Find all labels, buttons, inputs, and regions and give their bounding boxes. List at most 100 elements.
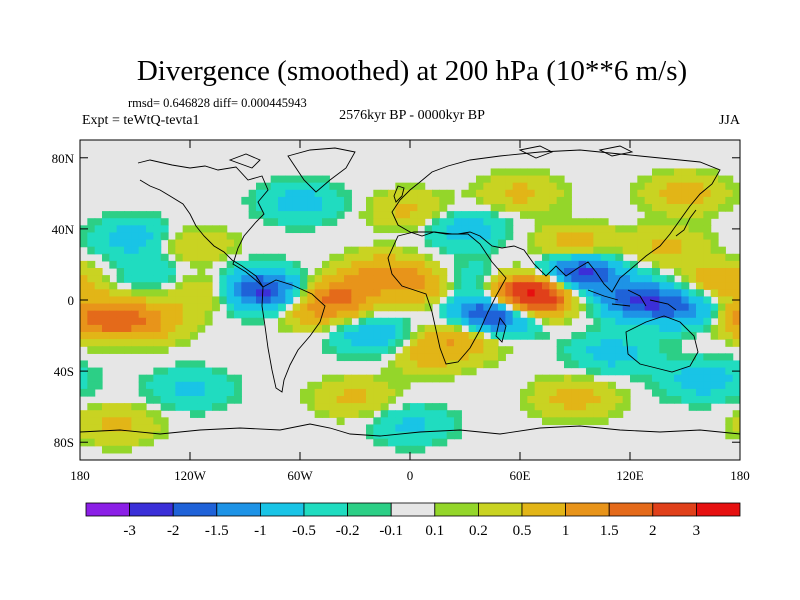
colorbar-swatch bbox=[216, 502, 261, 517]
heatmap-cell bbox=[549, 246, 558, 255]
heatmap-cell bbox=[622, 268, 631, 276]
heatmap-cell bbox=[153, 346, 162, 354]
heatmap-cell bbox=[578, 239, 587, 248]
heatmap-cell bbox=[710, 182, 719, 191]
heatmap-cell bbox=[644, 239, 653, 248]
heatmap-cell bbox=[256, 211, 264, 219]
heatmap-cell bbox=[116, 310, 125, 319]
heatmap-cell bbox=[285, 182, 294, 191]
heatmap-cell bbox=[571, 239, 580, 248]
heatmap-cell bbox=[351, 410, 360, 418]
heatmap-cell bbox=[688, 381, 697, 390]
heatmap-cell bbox=[710, 260, 719, 269]
heatmap-cell bbox=[402, 360, 411, 369]
heatmap-cell bbox=[373, 346, 382, 354]
heatmap-cell bbox=[571, 303, 580, 312]
heatmap-cell bbox=[681, 310, 690, 319]
heatmap-cell bbox=[314, 396, 323, 404]
heatmap-cell bbox=[564, 410, 572, 418]
heatmap-cell bbox=[270, 303, 279, 312]
heatmap-cell bbox=[718, 189, 726, 198]
heatmap-cell bbox=[270, 253, 279, 262]
heatmap-cell bbox=[688, 232, 697, 241]
heatmap-cell bbox=[256, 260, 264, 269]
heatmap-cell bbox=[241, 317, 250, 326]
heatmap-cell bbox=[190, 225, 198, 234]
heatmap-cell bbox=[556, 381, 565, 390]
heatmap-cell bbox=[138, 275, 147, 283]
heatmap-cell bbox=[329, 289, 338, 298]
heatmap-cell bbox=[454, 218, 462, 226]
heatmap-cell bbox=[102, 346, 110, 354]
heatmap-cell bbox=[226, 275, 235, 283]
heatmap-cell bbox=[124, 218, 132, 226]
heatmap-cell bbox=[637, 189, 646, 198]
heatmap-cell bbox=[556, 417, 565, 426]
heatmap-cell bbox=[234, 381, 242, 390]
heatmap-cell bbox=[586, 289, 594, 298]
heatmap-cell bbox=[197, 239, 206, 248]
heatmap-cell bbox=[534, 204, 543, 212]
heatmap-cell bbox=[652, 332, 660, 340]
heatmap-cell bbox=[498, 324, 506, 333]
heatmap-cell bbox=[146, 246, 154, 255]
heatmap-cell bbox=[336, 332, 345, 340]
heatmap-cell bbox=[725, 268, 734, 276]
heatmap-cell bbox=[652, 260, 660, 269]
heatmap-cell bbox=[710, 232, 719, 241]
heatmap-cell bbox=[292, 196, 301, 205]
heatmap-cell bbox=[234, 239, 242, 248]
heatmap-cell bbox=[534, 303, 543, 312]
heatmap-cell bbox=[732, 275, 740, 283]
heatmap-cell bbox=[388, 282, 396, 290]
heatmap-cell bbox=[571, 225, 580, 234]
heatmap-cell bbox=[476, 332, 484, 340]
heatmap-cell bbox=[388, 275, 396, 283]
heatmap-cell bbox=[710, 268, 719, 276]
heatmap-cell bbox=[351, 310, 360, 319]
heatmap-cell bbox=[578, 303, 587, 312]
heatmap-cell bbox=[622, 282, 631, 290]
heatmap-cell bbox=[578, 225, 587, 234]
heatmap-cell bbox=[593, 282, 602, 290]
heatmap-cell bbox=[329, 218, 338, 226]
heatmap-cell bbox=[527, 239, 536, 248]
heatmap-cell bbox=[681, 388, 690, 397]
heatmap-cell bbox=[542, 317, 550, 326]
heatmap-cell bbox=[710, 367, 719, 376]
heatmap-cell bbox=[542, 275, 550, 283]
heatmap-cell bbox=[146, 324, 154, 333]
heatmap-cell bbox=[659, 374, 668, 383]
heatmap-cell bbox=[292, 175, 301, 184]
heatmap-cell bbox=[527, 168, 536, 177]
heatmap-cell bbox=[373, 218, 382, 226]
heatmap-cell bbox=[80, 374, 88, 383]
heatmap-cell bbox=[659, 339, 668, 347]
heatmap-cell bbox=[578, 339, 587, 347]
heatmap-cell bbox=[732, 381, 740, 390]
heatmap-cell bbox=[564, 211, 572, 219]
heatmap-cell bbox=[168, 246, 176, 255]
heatmap-cell bbox=[476, 282, 484, 290]
heatmap-cell bbox=[80, 275, 88, 283]
heatmap-cell bbox=[644, 246, 653, 255]
heatmap-cell bbox=[571, 388, 580, 397]
heatmap-cell bbox=[263, 289, 272, 298]
heatmap-cell bbox=[358, 260, 367, 269]
heatmap-cell bbox=[124, 268, 132, 276]
heatmap-cell bbox=[366, 410, 374, 418]
heatmap-cell bbox=[94, 282, 103, 290]
heatmap-cell bbox=[718, 268, 726, 276]
heatmap-cell bbox=[586, 303, 594, 312]
heatmap-cell bbox=[351, 260, 360, 269]
heatmap-cell bbox=[410, 275, 418, 283]
heatmap-cell bbox=[490, 182, 499, 191]
heatmap-cell bbox=[454, 332, 462, 340]
heatmap-cell bbox=[314, 175, 323, 184]
heatmap-cell bbox=[556, 317, 565, 326]
heatmap-cell bbox=[380, 268, 389, 276]
heatmap-cell bbox=[424, 417, 433, 426]
heatmap-cell bbox=[197, 360, 206, 369]
heatmap-cell bbox=[652, 189, 660, 198]
heatmap-cell bbox=[263, 253, 272, 262]
